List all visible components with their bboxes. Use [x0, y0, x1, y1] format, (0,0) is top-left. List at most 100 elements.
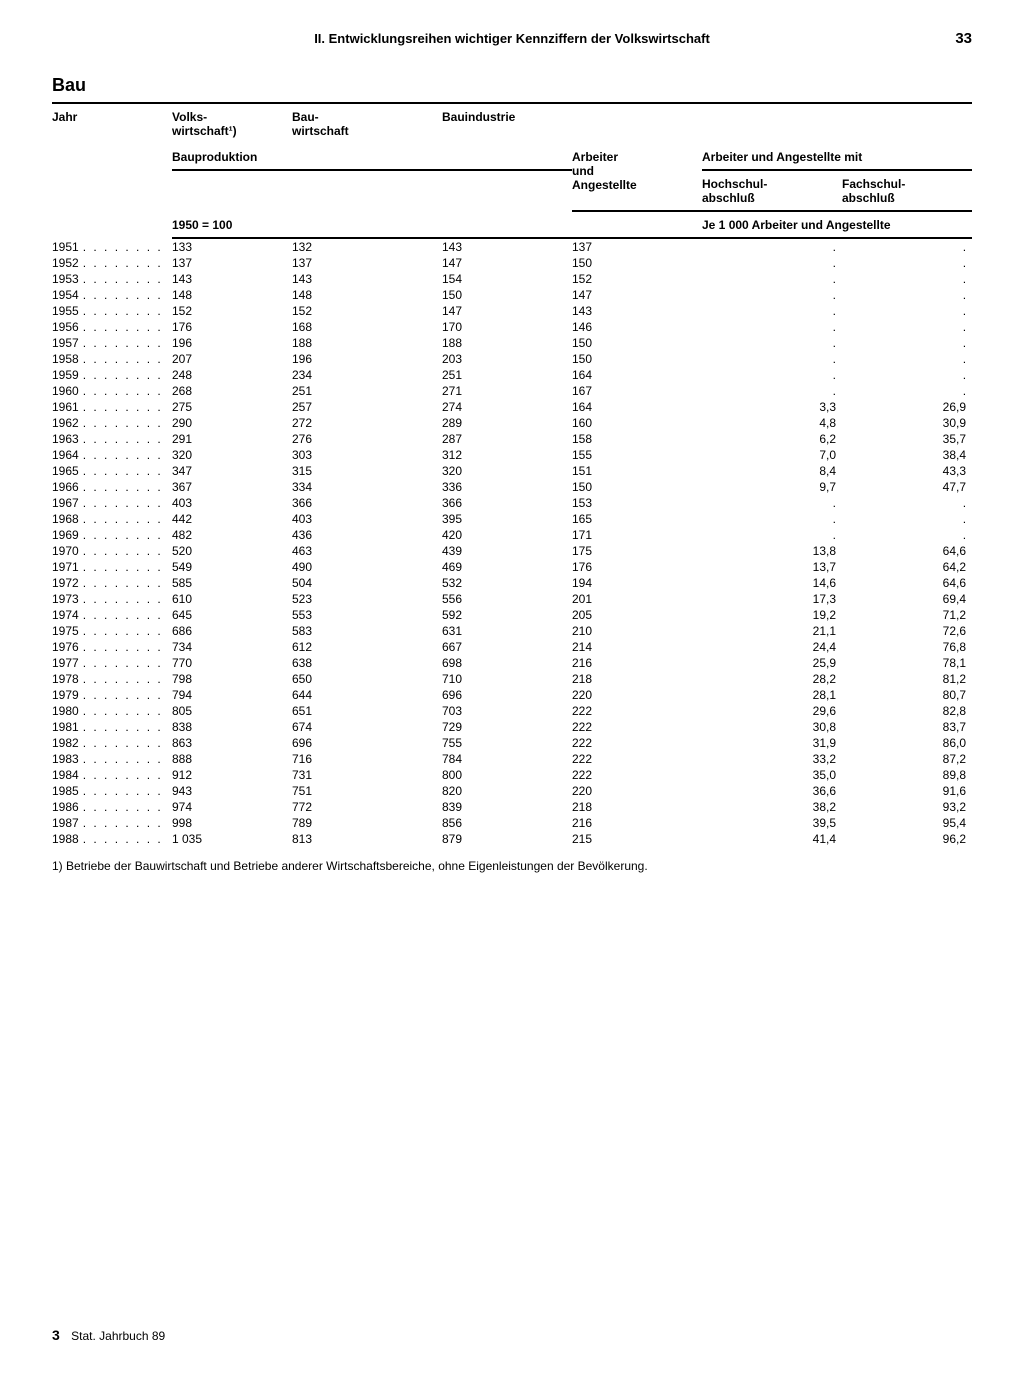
cell-f: 81,2 — [842, 671, 972, 687]
cell-aa: 220 — [572, 783, 702, 799]
cell-bi: 271 — [442, 383, 572, 399]
table-row: 1959 . . . . . . . . . .248234251164.. — [52, 367, 972, 383]
cell-bi: 879 — [442, 831, 572, 847]
cell-bi: 154 — [442, 271, 572, 287]
cell-b: 143 — [292, 271, 442, 287]
cell-bi: 147 — [442, 303, 572, 319]
cell-v: 291 — [172, 431, 292, 447]
cell-b: 276 — [292, 431, 442, 447]
cell-bi: 336 — [442, 479, 572, 495]
table-row: 1979 . . . . . . . . . .79464469622028,1… — [52, 687, 972, 703]
cell-h: . — [702, 511, 842, 527]
cell-f: 64,2 — [842, 559, 972, 575]
cell-aa: 176 — [572, 559, 702, 575]
cell-v: 207 — [172, 351, 292, 367]
spanner-je1000: Je 1 000 Arbeiter und Angestellte — [702, 212, 972, 239]
table-row: 1961 . . . . . . . . . .2752572741643,32… — [52, 399, 972, 415]
cell-b: 523 — [292, 591, 442, 607]
table-row: 1970 . . . . . . . . . .52046343917513,8… — [52, 543, 972, 559]
table-row: 1962 . . . . . . . . . .2902722891604,83… — [52, 415, 972, 431]
cell-aa: 155 — [572, 447, 702, 463]
cell-f: 38,4 — [842, 447, 972, 463]
year-cell: 1985 . . . . . . . . . . — [52, 783, 172, 799]
cell-bi: 592 — [442, 607, 572, 623]
cell-aa: 151 — [572, 463, 702, 479]
year-cell: 1966 . . . . . . . . . . — [52, 479, 172, 495]
cell-h: 33,2 — [702, 751, 842, 767]
cell-v: 520 — [172, 543, 292, 559]
cell-v: 176 — [172, 319, 292, 335]
cell-b: 168 — [292, 319, 442, 335]
cell-h: 28,1 — [702, 687, 842, 703]
table-row: 1983 . . . . . . . . . .88871678422233,2… — [52, 751, 972, 767]
cell-aa: 146 — [572, 319, 702, 335]
cell-h: 38,2 — [702, 799, 842, 815]
cell-f: . — [842, 271, 972, 287]
cell-bi: 143 — [442, 239, 572, 256]
year-cell: 1975 . . . . . . . . . . — [52, 623, 172, 639]
cell-bi: 839 — [442, 799, 572, 815]
table-row: 1967 . . . . . . . . . .403366366153.. — [52, 495, 972, 511]
year-cell: 1981 . . . . . . . . . . — [52, 719, 172, 735]
cell-h: 36,6 — [702, 783, 842, 799]
table-row: 1960 . . . . . . . . . .268251271167.. — [52, 383, 972, 399]
cell-v: 403 — [172, 495, 292, 511]
cell-f: 72,6 — [842, 623, 972, 639]
cell-f: 89,8 — [842, 767, 972, 783]
cell-aa: 222 — [572, 767, 702, 783]
cell-h: 25,9 — [702, 655, 842, 671]
cell-v: 549 — [172, 559, 292, 575]
cell-f: . — [842, 367, 972, 383]
year-cell: 1980 . . . . . . . . . . — [52, 703, 172, 719]
cell-v: 275 — [172, 399, 292, 415]
spanner-bauproduktion: Bauproduktion — [172, 144, 572, 171]
cell-aa: 152 — [572, 271, 702, 287]
col-bauwirtschaft: Bau- wirtschaft — [292, 104, 442, 144]
cell-h: 4,8 — [702, 415, 842, 431]
data-table: Jahr Volks- wirtschaft¹) Bau- wirtschaft… — [52, 104, 972, 847]
table-row: 1964 . . . . . . . . . .3203033121557,03… — [52, 447, 972, 463]
cell-h: 3,3 — [702, 399, 842, 415]
cell-aa: 201 — [572, 591, 702, 607]
table-row: 1975 . . . . . . . . . .68658363121021,1… — [52, 623, 972, 639]
cell-h: 17,3 — [702, 591, 842, 607]
cell-f: . — [842, 383, 972, 399]
table-row: 1965 . . . . . . . . . .3473153201518,44… — [52, 463, 972, 479]
year-cell: 1959 . . . . . . . . . . — [52, 367, 172, 383]
cell-bi: 703 — [442, 703, 572, 719]
cell-f: 80,7 — [842, 687, 972, 703]
cell-b: 403 — [292, 511, 442, 527]
cell-b: 132 — [292, 239, 442, 256]
cell-aa: 164 — [572, 367, 702, 383]
table-row: 1987 . . . . . . . . . .99878985621639,5… — [52, 815, 972, 831]
cell-v: 770 — [172, 655, 292, 671]
year-cell: 1954 . . . . . . . . . . — [52, 287, 172, 303]
cell-bi: 203 — [442, 351, 572, 367]
year-cell: 1979 . . . . . . . . . . — [52, 687, 172, 703]
cell-b: 650 — [292, 671, 442, 687]
cell-h: . — [702, 351, 842, 367]
year-cell: 1957 . . . . . . . . . . — [52, 335, 172, 351]
col-volkswirtschaft: Volks- wirtschaft¹) — [172, 104, 292, 144]
table-row: 1954 . . . . . . . . . .148148150147.. — [52, 287, 972, 303]
cell-h: 31,9 — [702, 735, 842, 751]
cell-b: 696 — [292, 735, 442, 751]
spanner-basis: 1950 = 100 — [172, 212, 702, 239]
cell-v: 863 — [172, 735, 292, 751]
cell-aa: 150 — [572, 335, 702, 351]
table-row: 1984 . . . . . . . . . .91273180022235,0… — [52, 767, 972, 783]
cell-h: . — [702, 319, 842, 335]
cell-f: . — [842, 495, 972, 511]
year-cell: 1978 . . . . . . . . . . — [52, 671, 172, 687]
table-row: 1974 . . . . . . . . . .64555359220519,2… — [52, 607, 972, 623]
cell-v: 1 035 — [172, 831, 292, 847]
year-cell: 1969 . . . . . . . . . . — [52, 527, 172, 543]
cell-f: 86,0 — [842, 735, 972, 751]
cell-v: 610 — [172, 591, 292, 607]
table-row: 1955 . . . . . . . . . .152152147143.. — [52, 303, 972, 319]
cell-v: 585 — [172, 575, 292, 591]
cell-f: . — [842, 335, 972, 351]
cell-v: 798 — [172, 671, 292, 687]
cell-aa: 218 — [572, 799, 702, 815]
cell-aa: 222 — [572, 703, 702, 719]
